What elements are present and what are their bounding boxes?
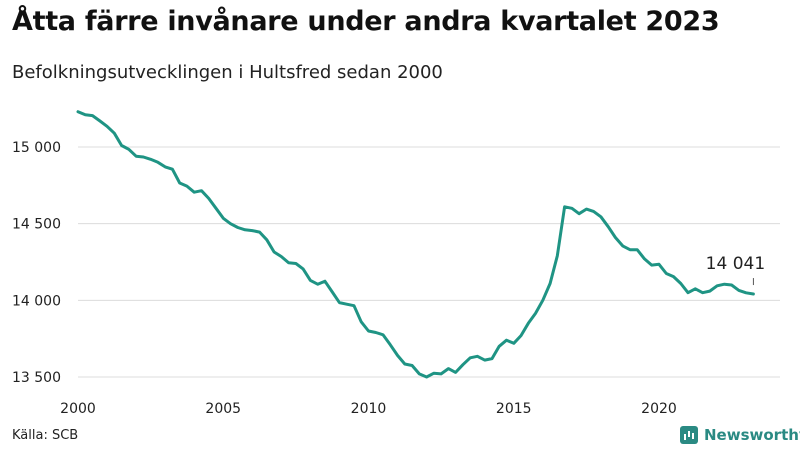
chart-subtitle: Befolkningsutvecklingen i Hultsfred seda… <box>12 62 443 83</box>
population-series-line <box>76 110 755 379</box>
x-tick-label: 2005 <box>205 401 241 417</box>
last-value-label: 14 041 <box>706 254 765 274</box>
x-tick-label: 2010 <box>351 401 387 417</box>
y-tick-label: 15 000 <box>12 140 61 156</box>
y-tick-label: 14 000 <box>12 293 61 309</box>
y-tick-label: 13 500 <box>12 370 61 386</box>
newsworthy-logo-icon <box>680 426 698 444</box>
y-tick-label: 14 500 <box>12 217 61 233</box>
chart-title: Åtta färre invånare under andra kvartale… <box>12 6 720 37</box>
brand-name: Newsworthy <box>704 426 800 444</box>
x-tick-label: 2015 <box>496 401 532 417</box>
brand-logo[interactable]: Newsworthy <box>680 426 800 444</box>
x-tick-label: 2000 <box>60 401 96 417</box>
source-note: Källa: SCB <box>12 428 79 443</box>
x-tick-label: 2020 <box>641 401 677 417</box>
